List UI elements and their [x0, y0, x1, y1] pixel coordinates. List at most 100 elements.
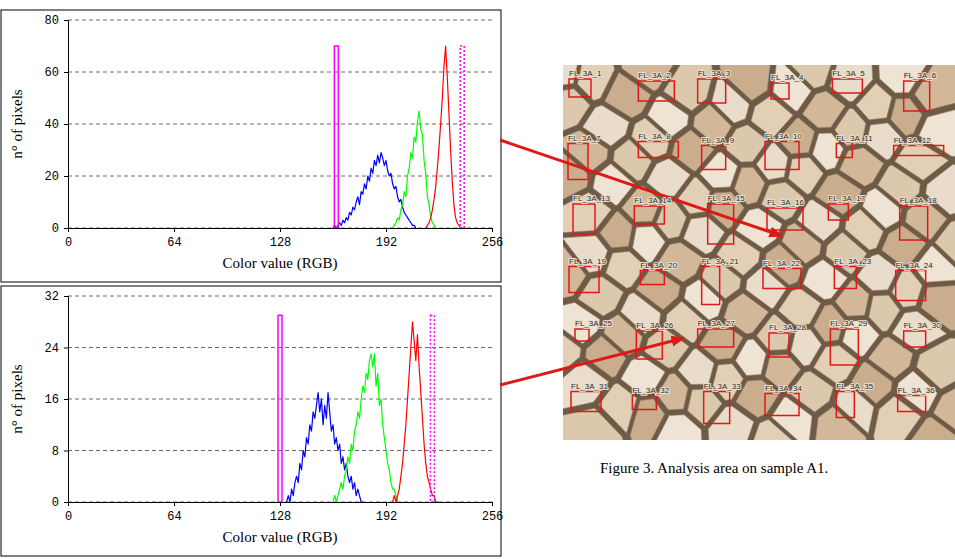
analysis-area	[698, 79, 726, 103]
y-tick-mark	[64, 451, 68, 452]
y-tick-mark	[64, 124, 68, 125]
y-tick: 24	[45, 342, 68, 356]
x-tick-label: 64	[167, 510, 181, 524]
area-label: FL_3A_5	[832, 69, 865, 78]
analysis-area	[896, 271, 926, 301]
x-tick: 128	[270, 502, 292, 524]
analysis-area	[708, 204, 734, 244]
panel-frame	[1, 286, 501, 556]
y-tick-label: 24	[45, 342, 59, 356]
x-tick-mark	[280, 502, 281, 506]
x-tick: 0	[65, 502, 72, 524]
x-tick-mark	[386, 502, 387, 506]
area-label: FL_3A_23	[834, 257, 871, 266]
analysis-area	[832, 79, 862, 93]
y-tick-mark	[64, 502, 68, 503]
x-axis-line	[69, 503, 493, 507]
area-label: FL_3A_2	[638, 71, 671, 80]
y-axis: 020406080	[45, 14, 69, 236]
area-label: FL_3A_13	[573, 194, 610, 203]
grid-line	[68, 347, 492, 348]
x-tick: 256	[482, 502, 504, 524]
x-tick: 64	[167, 228, 181, 250]
analysis-area	[638, 142, 678, 158]
analysis-area	[632, 396, 656, 410]
stone	[856, 83, 892, 120]
y-tick-mark	[64, 176, 68, 177]
analysis-area	[568, 144, 588, 180]
stone	[751, 419, 801, 440]
analysis-area	[898, 396, 926, 412]
caption: Figure 3. Analysis area on sample A1.	[600, 460, 828, 476]
x-tick: 64	[167, 502, 181, 524]
area-label: FL_3A_36	[898, 386, 935, 395]
area-label: FL_3A_3	[698, 69, 731, 78]
y-axis-line	[64, 297, 69, 503]
x-tick-mark	[492, 502, 493, 506]
area-label: FL_3A_21	[702, 257, 739, 266]
y-tick: 20	[45, 170, 68, 184]
area-label: FL_3A_30	[904, 321, 941, 330]
range-marker	[334, 46, 338, 228]
y-tick: 60	[45, 66, 68, 80]
y-axis-line	[64, 21, 69, 229]
analysis-area	[634, 206, 664, 224]
grid-line	[68, 399, 492, 400]
grid	[68, 296, 492, 502]
range-marker	[278, 315, 282, 502]
stone	[891, 99, 922, 136]
area-label: FL_3A_33	[704, 382, 741, 391]
area-label: FL_3A_17	[828, 194, 865, 203]
histogram-line	[393, 111, 436, 228]
x-tick: 0	[65, 228, 72, 250]
grid	[68, 20, 492, 228]
analysis-area	[698, 329, 734, 347]
x-tick: 192	[376, 228, 398, 250]
grid-line	[68, 296, 492, 297]
y-tick-mark	[64, 72, 68, 73]
x-axis: 064128192256	[65, 228, 503, 250]
x-tick-label: 128	[270, 236, 292, 250]
analysis-area	[765, 142, 799, 170]
y-tick: 8	[52, 445, 68, 459]
stone	[835, 280, 869, 316]
stone	[802, 91, 845, 128]
histogram-line	[333, 354, 399, 502]
stone	[653, 415, 703, 440]
stone	[600, 212, 632, 248]
y-tick-label: 8	[52, 445, 59, 459]
area-label: FL_3A_28	[769, 323, 806, 332]
analysis-area	[702, 146, 726, 170]
y-tick-label: 0	[52, 496, 59, 510]
stone	[563, 192, 611, 232]
area-label: FL_3A_19	[569, 257, 606, 266]
stone	[633, 227, 666, 263]
area-label: FL_3A_31	[571, 382, 608, 391]
analysis-area	[828, 204, 848, 220]
stone	[756, 143, 787, 180]
area-label: FL_3A_4	[771, 73, 804, 82]
analysis-area	[704, 392, 730, 424]
chart-panel: 06412819225608162432Color value (RGB)n° …	[1, 286, 503, 556]
x-tick-mark	[492, 228, 493, 232]
area-label: FL_3A_29	[830, 319, 867, 328]
range-marker	[430, 315, 434, 502]
y-tick-label: 20	[45, 170, 59, 184]
area-label: FL_3A_7	[568, 134, 601, 143]
analysis-area	[573, 204, 595, 234]
analysis-area	[904, 81, 930, 111]
analysis-area	[894, 146, 944, 156]
y-tick: 32	[45, 290, 68, 304]
y-axis-title: n° of pixels	[9, 364, 25, 433]
y-tick-mark	[64, 399, 68, 400]
area-label: FL_3A_12	[894, 136, 931, 145]
y-tick: 0	[52, 496, 68, 510]
y-tick: 0	[52, 222, 68, 236]
y-tick-label: 0	[52, 222, 59, 236]
y-tick-mark	[64, 228, 68, 229]
analysis-area	[640, 271, 664, 285]
stone	[815, 407, 868, 440]
analysis-area	[830, 329, 858, 365]
analysis-area	[834, 267, 856, 289]
marks	[333, 46, 464, 228]
